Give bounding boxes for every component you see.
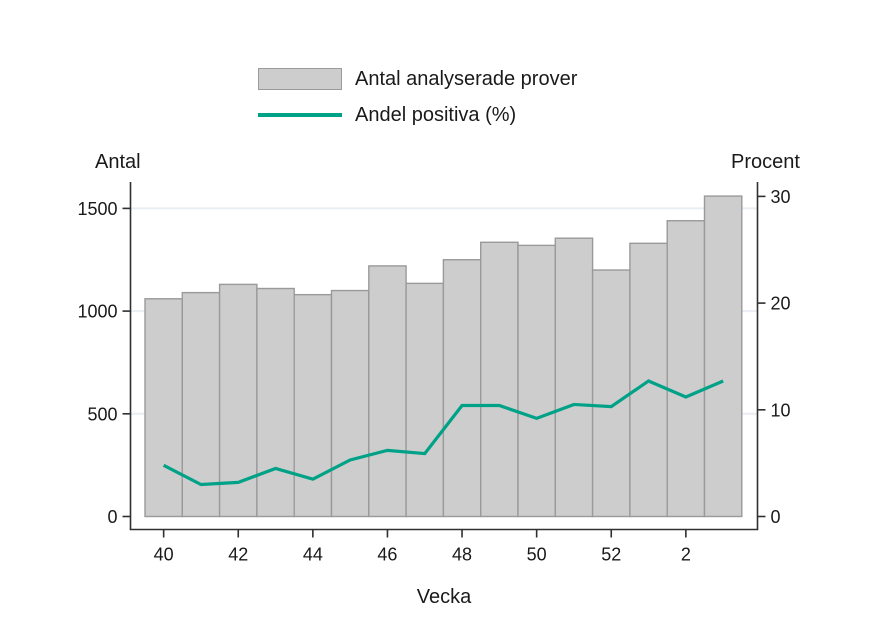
bar-week-46 xyxy=(368,265,407,518)
right-tick-label: 20 xyxy=(771,294,791,314)
bar-week-40 xyxy=(144,298,183,518)
bar-week-50 xyxy=(517,244,556,518)
bar-week-43 xyxy=(256,287,295,518)
bar-week-45 xyxy=(330,289,370,518)
bar-week-2 xyxy=(666,220,706,518)
left-axis-title: Antal xyxy=(95,151,141,173)
x-tick-label: 50 xyxy=(527,545,547,565)
legend: Antal analyserade prover Andel positiva … xyxy=(258,66,577,128)
left-tick-label: 1500 xyxy=(77,199,117,219)
legend-label-bars: Antal analyserade prover xyxy=(355,68,578,90)
bar-week-44 xyxy=(293,293,333,518)
x-tick-label: 48 xyxy=(452,545,472,565)
positivity-line xyxy=(162,379,724,487)
x-tick-label: 42 xyxy=(228,545,248,565)
legend-label-line: Andel positiva (%) xyxy=(355,104,517,126)
bar-week-49 xyxy=(480,241,519,518)
bar-week-52 xyxy=(591,269,631,518)
bar-week-3 xyxy=(703,195,743,518)
bar-week-51 xyxy=(554,237,594,518)
bar-week-48 xyxy=(442,259,482,518)
x-tick-label: 52 xyxy=(601,545,621,565)
line-swatch-icon xyxy=(258,104,342,126)
right-tick-label: 0 xyxy=(771,507,781,527)
right-axis-title: Procent xyxy=(731,151,800,173)
right-tick-label: 10 xyxy=(771,400,791,420)
legend-item-bars: Antal analyserade prover xyxy=(258,66,577,92)
bar-swatch-icon xyxy=(258,68,342,90)
x-axis-title: Vecka xyxy=(416,586,472,608)
x-tick-label: 2 xyxy=(681,545,691,565)
right-tick-label: 30 xyxy=(771,187,791,207)
bar-week-47 xyxy=(405,282,445,518)
x-tick-label: 44 xyxy=(303,545,323,565)
x-tick-label: 40 xyxy=(154,545,174,565)
legend-item-line: Andel positiva (%) xyxy=(258,102,577,128)
left-tick-label: 500 xyxy=(87,404,117,424)
left-tick-label: 0 xyxy=(107,507,117,527)
x-tick-label: 46 xyxy=(377,545,397,565)
left-tick-label: 1000 xyxy=(77,302,117,322)
